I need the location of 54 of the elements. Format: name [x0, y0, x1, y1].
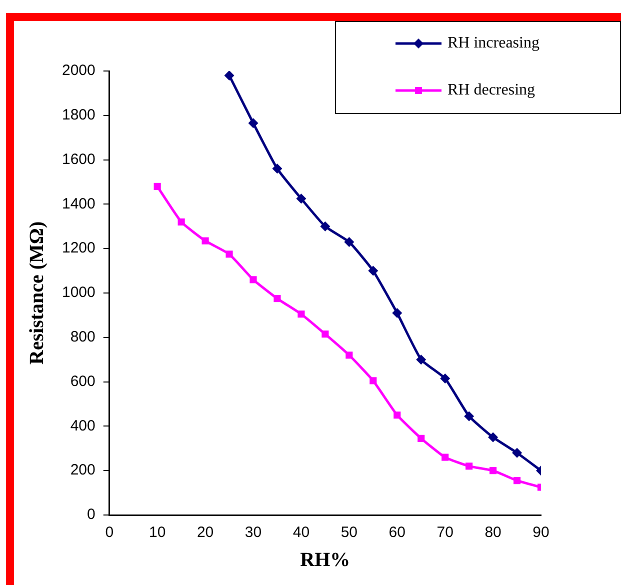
point — [320, 221, 330, 232]
y-tick-label: 600 — [70, 372, 96, 390]
point — [322, 330, 329, 338]
x-axis-title: RH% — [300, 549, 350, 572]
y-tick-label: 2000 — [62, 62, 96, 80]
point — [224, 71, 234, 80]
x-tick-label: 40 — [292, 524, 310, 542]
legend-label: RH increasing — [448, 34, 540, 52]
x-tick-label: 60 — [388, 524, 406, 542]
point — [464, 411, 474, 422]
y-tick-label: 0 — [87, 506, 96, 524]
point — [490, 467, 497, 474]
point — [392, 308, 402, 318]
y-tick-label: 200 — [70, 462, 96, 479]
point — [344, 236, 354, 247]
point — [488, 432, 498, 442]
point — [442, 454, 449, 461]
point — [178, 218, 185, 226]
x-tick-label: 90 — [532, 524, 550, 542]
x-tick-label: 10 — [148, 524, 166, 542]
point — [154, 182, 161, 190]
point — [272, 164, 282, 174]
legend-label: RH decresing — [448, 82, 536, 99]
point — [250, 276, 257, 284]
y-tick-label: 400 — [70, 417, 96, 434]
point — [346, 352, 353, 359]
point — [274, 295, 281, 302]
x-tick-label: 80 — [484, 524, 502, 542]
point — [202, 237, 209, 244]
point — [226, 250, 233, 258]
point — [416, 354, 426, 365]
x-tick-label: 70 — [436, 524, 454, 542]
x-tick-label: 0 — [105, 524, 114, 542]
point — [370, 377, 377, 384]
point — [394, 412, 401, 419]
point — [296, 194, 306, 204]
point — [368, 266, 378, 276]
point — [298, 310, 305, 318]
x-tick-label: 50 — [340, 524, 358, 542]
point — [418, 434, 425, 442]
y-axis-title: Resistance (MΩ) — [26, 221, 48, 365]
x-tick-label: 20 — [196, 524, 214, 542]
point — [248, 118, 258, 128]
x-tick-label: 30 — [244, 524, 262, 542]
y-tick-label: 1200 — [62, 240, 96, 257]
point — [513, 477, 521, 484]
point — [440, 373, 450, 384]
y-tick-label: 1400 — [62, 195, 96, 212]
point — [512, 448, 522, 458]
y-tick-label: 1600 — [62, 150, 96, 168]
y-tick-label: 1000 — [62, 284, 96, 302]
y-tick-label: 1800 — [62, 106, 96, 124]
point — [466, 462, 473, 470]
y-tick-label: 800 — [70, 328, 96, 346]
